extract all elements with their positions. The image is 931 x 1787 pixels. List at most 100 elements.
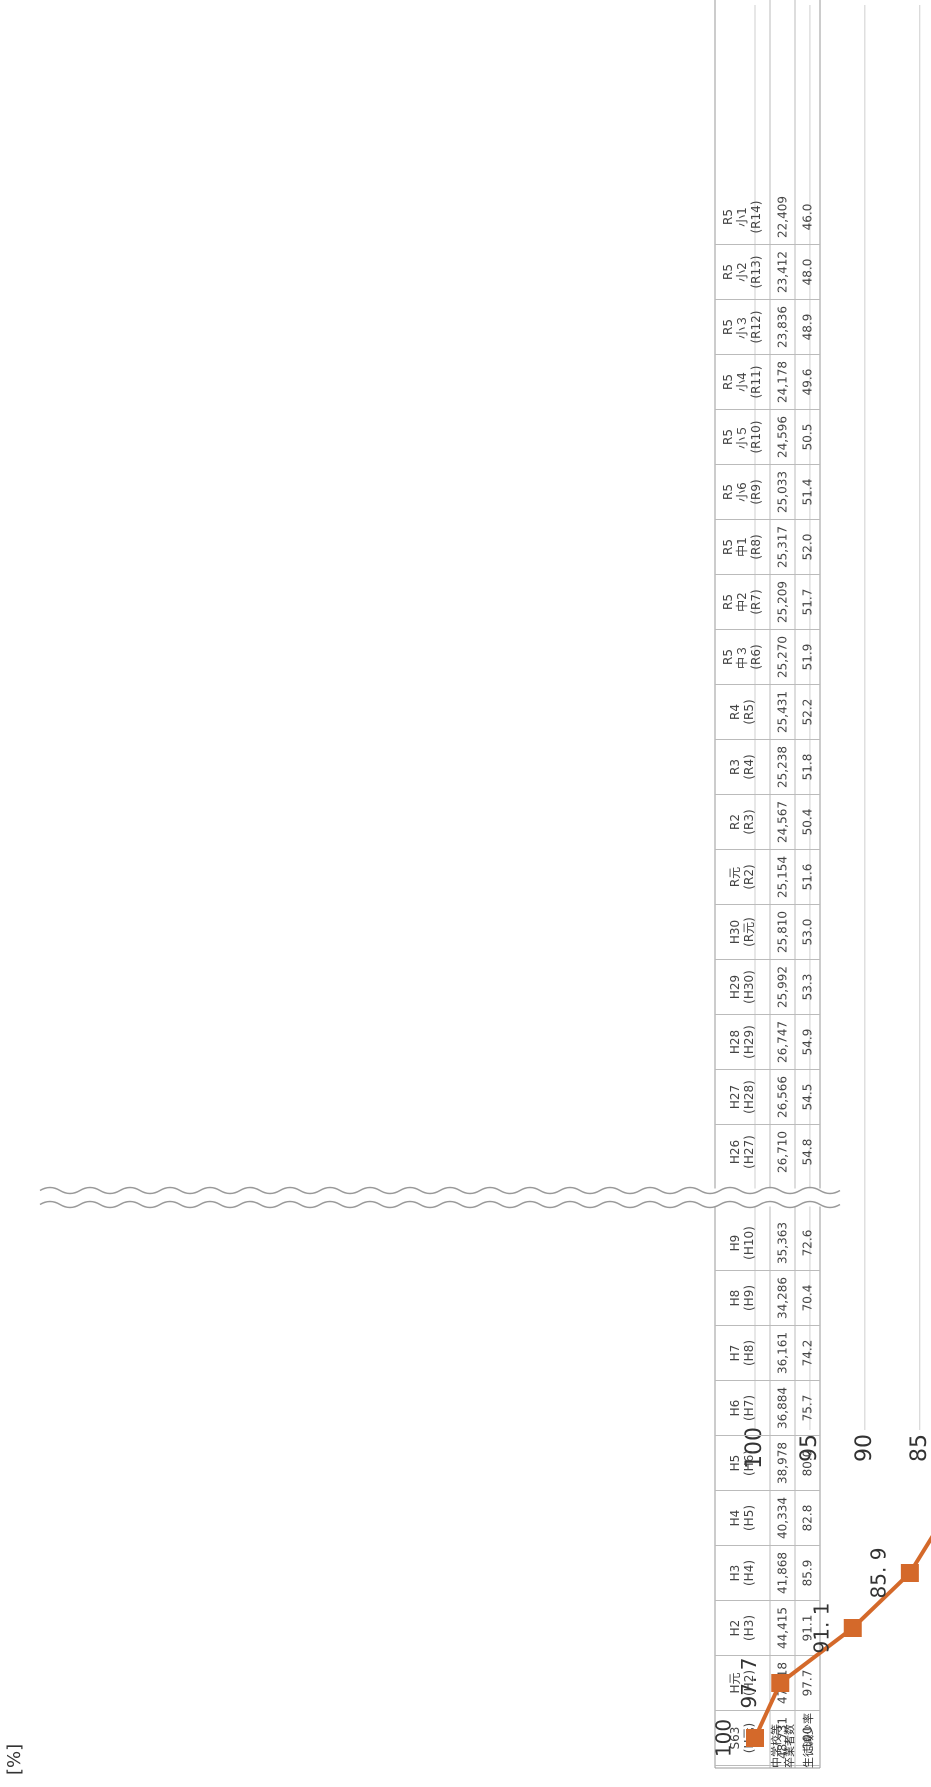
data-point: [843, 1619, 862, 1637]
graduates-cell: 38,978: [776, 1442, 790, 1484]
rate-cell: 46.0: [801, 204, 815, 231]
category-label: R5小6(R9): [721, 479, 763, 504]
category-label: R5中1(R8): [721, 534, 763, 559]
rate-cell: 100: [801, 1727, 815, 1750]
graduates-cell: 24,567: [776, 801, 790, 843]
y-tick-label: 95: [797, 1434, 822, 1462]
rate-cell: 49.6: [801, 369, 815, 396]
category-label: R5小4(R11): [721, 366, 763, 399]
rate-cell: 54.9: [801, 1029, 815, 1056]
graduates-cell: 44,415: [776, 1607, 790, 1649]
data-point: [746, 1729, 764, 1747]
graduates-cell: 26,747: [776, 1021, 790, 1063]
y-tick-label: 100: [742, 1427, 767, 1469]
category-label: R5小2(R13): [721, 256, 763, 289]
rate-cell: 97.7: [801, 1670, 815, 1697]
rate-cell: 51.4: [801, 479, 815, 506]
category-label: H5(H6): [728, 1450, 756, 1476]
data-label: 100: [712, 1719, 736, 1757]
graduates-cell: 24,178: [776, 361, 790, 403]
category-label: H28(H29): [728, 1025, 756, 1059]
graduates-cell: 25,810: [776, 911, 790, 953]
graduates-cell: 40,334: [776, 1497, 790, 1539]
graduates-cell: 25,992: [776, 966, 790, 1008]
data-point: [900, 1564, 919, 1582]
y-tick-label: 90: [852, 1434, 877, 1462]
category-label: R5中３(R6): [721, 644, 763, 669]
row-header: 中学校等卒業者数: [769, 1724, 796, 1768]
graduates-cell: 25,238: [776, 746, 790, 788]
rate-cell: 85.9: [801, 1560, 815, 1587]
category-label: H2(H3): [728, 1615, 756, 1641]
graduates-cell: 36,161: [776, 1332, 790, 1374]
graduates-cell: 23,412: [776, 251, 790, 293]
rate-cell: 51.6: [801, 864, 815, 891]
rate-cell: 80.0: [801, 1450, 815, 1477]
graduates-cell: 25,033: [776, 471, 790, 513]
category-label: H6(H7): [728, 1395, 756, 1421]
data-point: [771, 1674, 790, 1692]
data-table: S63(H元)48,731100H元(H2)47,61897.7H2(H3)44…: [714, 0, 821, 1769]
rate-cell: 91.1: [801, 1615, 815, 1642]
graduates-cell: 26,566: [776, 1076, 790, 1118]
category-label: R3(R4): [728, 754, 756, 779]
y-unit-label: [%]: [4, 1744, 25, 1775]
graduates-cell: 35,363: [776, 1222, 790, 1264]
category-label: R5中2(R7): [721, 589, 763, 614]
series-0: [746, 1535, 931, 1747]
category-label: H8(H9): [728, 1285, 756, 1311]
data-label: 97. 7: [737, 1658, 761, 1709]
category-label: H29(H30): [728, 970, 756, 1004]
rate-cell: 50.5: [801, 424, 815, 451]
category-label: R5小３(R12): [721, 311, 763, 344]
rate-cell: 52.0: [801, 534, 815, 561]
graduates-cell: 24,596: [776, 416, 790, 458]
category-label: H7(H8): [728, 1340, 756, 1366]
category-label: H元(H2): [728, 1670, 756, 1696]
graduates-cell: 25,317: [776, 526, 790, 568]
rate-cell: 54.5: [801, 1084, 815, 1111]
rate-cell: 72.6: [801, 1230, 815, 1257]
category-label: H30(R元): [728, 917, 756, 947]
category-label: R4(R5): [728, 699, 756, 724]
rate-cell: 82.8: [801, 1505, 815, 1532]
graduates-cell: 23,836: [776, 306, 790, 348]
rate-cell: 53.0: [801, 919, 815, 946]
axis-break: [39, 1186, 841, 1209]
graduates-cell: 25,431: [776, 691, 790, 733]
y-tick-label: 85: [907, 1434, 931, 1462]
rate-cell: 52.2: [801, 699, 815, 726]
axis-break-wave: [39, 1200, 841, 1209]
rate-cell: 53.3: [801, 974, 815, 1001]
graduates-cell: 36,884: [776, 1387, 790, 1429]
rate-cell: 50.4: [801, 809, 815, 836]
category-label: H27(H28): [728, 1080, 756, 1114]
graduates-cell: 34,286: [776, 1277, 790, 1319]
data-label: 85. 9: [866, 1548, 890, 1599]
rate-cell: 51.7: [801, 589, 815, 616]
rate-cell: 48.9: [801, 314, 815, 341]
graduates-cell: 26,710: [776, 1131, 790, 1173]
category-label: H3(H4): [728, 1560, 756, 1586]
graduates-cell: 25,270: [776, 636, 790, 678]
category-label: R元(R2): [728, 864, 756, 889]
graduates-cell: 22,409: [776, 196, 790, 238]
series-line: [753, 1535, 931, 1739]
rate-cell: 51.9: [801, 644, 815, 671]
axis-break-wave: [39, 1186, 841, 1195]
category-label: H9(H10): [728, 1226, 756, 1260]
graduates-cell: 48,731: [776, 1717, 790, 1759]
rate-cell: 51.8: [801, 754, 815, 781]
graduates-cell: 41,868: [776, 1552, 790, 1594]
row-header: 生徒減少率: [801, 1713, 815, 1768]
graduates-cell: 25,209: [776, 581, 790, 623]
rate-cell: 54.8: [801, 1139, 815, 1166]
rate-cell: 70.4: [801, 1285, 815, 1312]
data-label: 91. 1: [809, 1603, 833, 1654]
category-label: R2(R3): [728, 809, 756, 834]
category-label: H26(H27): [728, 1135, 756, 1169]
category-label: H4(H5): [728, 1505, 756, 1531]
rate-cell: 74.2: [801, 1340, 815, 1367]
